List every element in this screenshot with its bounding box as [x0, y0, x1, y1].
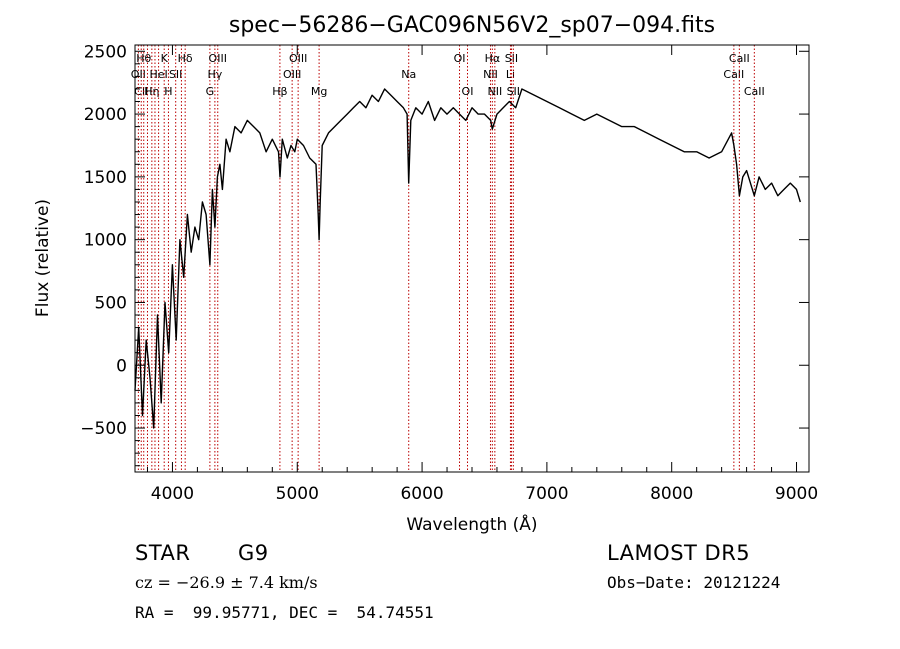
spectral-line-label: Hθ [136, 52, 151, 65]
x-tick-label: 7000 [525, 484, 568, 504]
spectral-line-label: CaII [729, 52, 750, 65]
spectral-line-label: HeI [149, 68, 167, 81]
spectral-line-label: G [206, 85, 215, 98]
redshift-velocity: cz = −26.9 ± 7.4 km/s [135, 573, 318, 592]
y-tick-label: 2000 [84, 105, 127, 125]
y-tick-label: −500 [80, 419, 127, 439]
x-tick-label: 6000 [400, 484, 443, 504]
spectral-line-label: SII [169, 68, 182, 81]
spectral-line-label: NII [487, 85, 502, 98]
spectrum-line [134, 88, 801, 429]
x-tick-label: 5000 [276, 484, 319, 504]
spectral-line-label: SII [505, 52, 518, 65]
spectral-line-label: Hγ [207, 68, 222, 81]
spectral-line-label: Na [401, 68, 416, 81]
spectral-line-label: H [164, 85, 172, 98]
chart-title: spec−56286−GAC096N56V2_sp07−094.fits [229, 13, 715, 38]
y-tick-label: 2500 [84, 42, 127, 62]
y-tick-label: 1000 [84, 231, 127, 251]
y-tick-label: 1500 [84, 168, 127, 188]
x-tick-label: 9000 [775, 484, 818, 504]
y-axis-label: Flux (relative) [33, 199, 53, 317]
spectral-line-label: OIII [209, 52, 227, 65]
x-tick-label: 4000 [151, 484, 194, 504]
spectral-line-label: Mg [311, 85, 327, 98]
spectral-line-label: Hβ [272, 85, 287, 98]
spectral-line-label: NII [483, 68, 498, 81]
spectral-line-markers: CIIOIIHθHηHeIKHSIIHδGHγOIIIHβOIIIOIIIMgN… [131, 45, 765, 472]
spectral-line-label: SII [507, 85, 520, 98]
spectral-line-label: OI [454, 52, 466, 65]
x-axis-label: Wavelength (Å) [406, 513, 537, 535]
x-tick-label: 8000 [650, 484, 693, 504]
object-subclass: G9 [238, 541, 269, 565]
y-tick-label: 500 [95, 293, 127, 313]
object-class: STAR [135, 541, 191, 565]
spectral-line-label: K [161, 52, 169, 65]
axes: 4000 5000 6000 7000 8000 9000 −500 0 500 1000 1500… [80, 42, 818, 504]
observation-date: Obs−Date: 20121224 [607, 573, 781, 592]
y-tick-label: 0 [116, 356, 127, 376]
series-layer [134, 88, 801, 429]
spectral-line-label: Hα [485, 52, 501, 65]
sky-coordinates: RA = 99.95771, DEC = 54.74551 [135, 603, 434, 622]
spectral-line-label: Li [506, 68, 515, 81]
spectral-line-label: CaII [723, 68, 744, 81]
spectral-line-label: OIII [289, 52, 307, 65]
survey-name: LAMOST DR5 [607, 541, 751, 565]
spectral-line-label: Hη [144, 85, 159, 98]
spectral-line-label: Hδ [178, 52, 193, 65]
spectral-line-label: OI [462, 85, 474, 98]
spectral-line-label: OIII [283, 68, 301, 81]
spectral-line-label: CaII [744, 85, 765, 98]
spectral-line-label: CII [134, 85, 148, 98]
